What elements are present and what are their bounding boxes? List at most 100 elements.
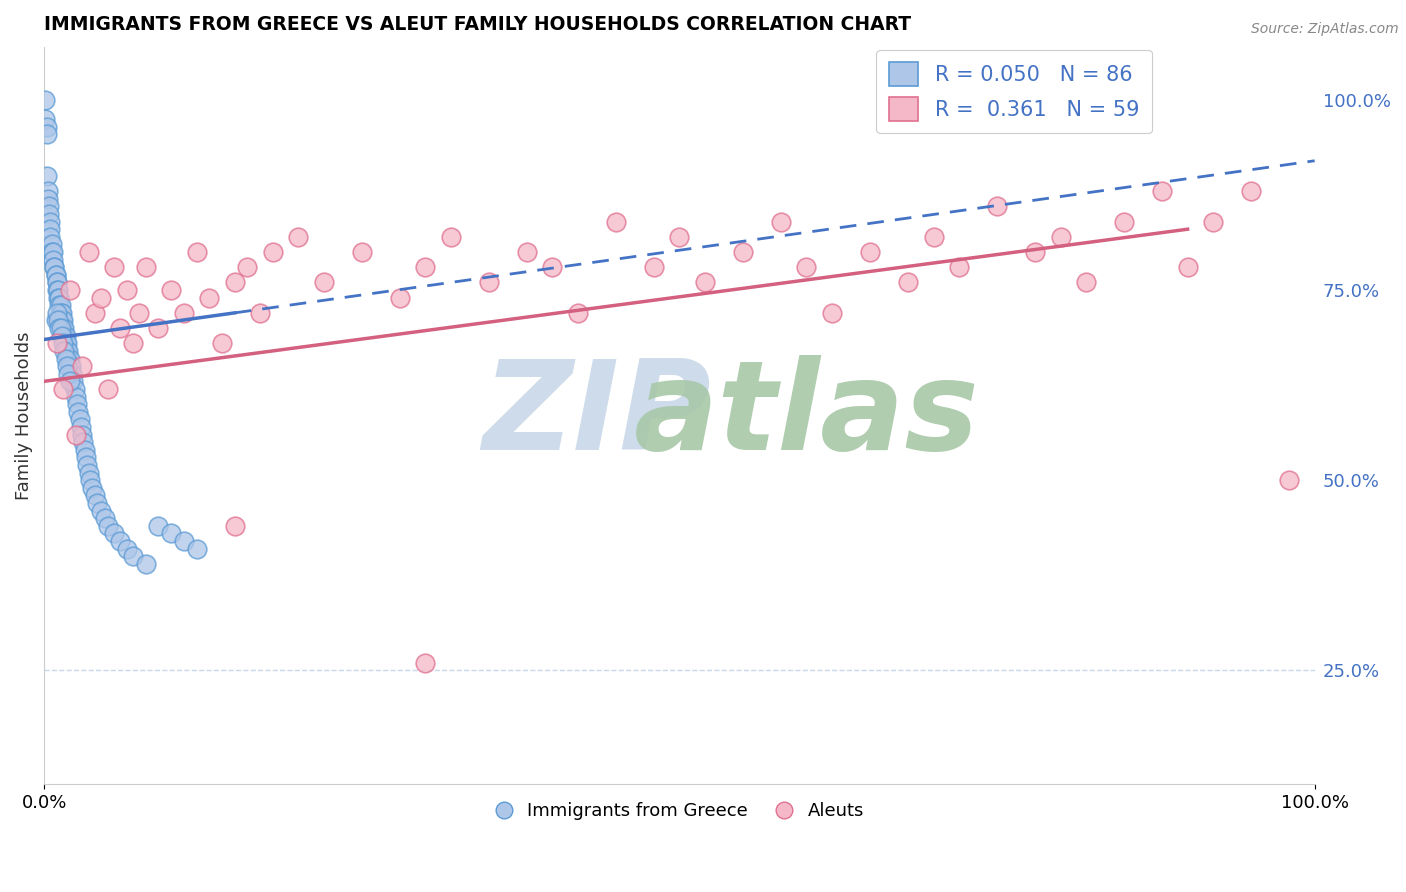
Point <box>39 222 62 236</box>
Point <box>70 427 93 442</box>
Point <box>312 276 335 290</box>
Point <box>388 291 411 305</box>
Point <box>45 276 67 290</box>
Point <box>94 511 117 525</box>
Point <box>48 291 70 305</box>
Point <box>1049 229 1071 244</box>
Point <box>796 260 818 275</box>
Point <box>84 306 107 320</box>
Point <box>60 367 83 381</box>
Point <box>236 260 259 275</box>
Point <box>58 283 80 297</box>
Point <box>52 321 75 335</box>
Point <box>39 214 62 228</box>
Point <box>211 336 233 351</box>
Point <box>58 374 80 388</box>
Point <box>75 450 97 465</box>
Point <box>77 245 100 260</box>
Y-axis label: Family Households: Family Households <box>15 331 32 500</box>
Point <box>51 306 73 320</box>
Point <box>922 229 945 244</box>
Point <box>69 412 91 426</box>
Legend: Immigrants from Greece, Aleuts: Immigrants from Greece, Aleuts <box>488 795 872 827</box>
Point <box>948 260 970 275</box>
Point <box>56 359 79 373</box>
Point <box>58 343 80 358</box>
Point <box>186 245 208 260</box>
Point <box>37 192 59 206</box>
Point <box>49 306 72 320</box>
Point <box>103 526 125 541</box>
Point <box>186 541 208 556</box>
Point <box>44 260 66 275</box>
Point <box>65 427 87 442</box>
Point <box>58 351 80 366</box>
Point <box>82 481 104 495</box>
Point <box>66 397 89 411</box>
Point <box>49 321 72 335</box>
Point <box>86 496 108 510</box>
Point <box>51 313 73 327</box>
Point <box>45 268 67 282</box>
Point <box>90 291 112 305</box>
Point <box>45 268 67 282</box>
Point <box>148 518 170 533</box>
Point <box>46 313 69 327</box>
Point <box>1152 184 1174 198</box>
Point <box>49 298 72 312</box>
Point <box>42 245 65 260</box>
Point <box>516 245 538 260</box>
Point <box>35 127 58 141</box>
Point <box>59 359 82 373</box>
Point <box>45 283 67 297</box>
Point <box>58 367 80 381</box>
Point <box>160 526 183 541</box>
Point <box>56 336 79 351</box>
Point <box>173 534 195 549</box>
Point <box>1240 184 1263 198</box>
Point <box>567 306 589 320</box>
Point <box>1074 276 1097 290</box>
Point <box>72 435 94 450</box>
Point <box>48 321 70 335</box>
Point <box>986 199 1008 213</box>
Point <box>34 112 56 126</box>
Point <box>224 518 246 533</box>
Point <box>52 313 75 327</box>
Point <box>287 229 309 244</box>
Point <box>97 518 120 533</box>
Point <box>605 214 627 228</box>
Point <box>173 306 195 320</box>
Point <box>90 503 112 517</box>
Point <box>39 229 62 244</box>
Point <box>859 245 882 260</box>
Point <box>48 298 70 312</box>
Point <box>35 169 58 183</box>
Point <box>62 374 84 388</box>
Point <box>135 260 157 275</box>
Point <box>541 260 564 275</box>
Point <box>51 328 73 343</box>
Point <box>38 199 60 213</box>
Point <box>731 245 754 260</box>
Point <box>160 283 183 297</box>
Point <box>128 306 150 320</box>
Point <box>110 534 132 549</box>
Point <box>135 557 157 571</box>
Point <box>897 276 920 290</box>
Point <box>73 442 96 457</box>
Point <box>693 276 716 290</box>
Point <box>1024 245 1046 260</box>
Point <box>122 336 145 351</box>
Point <box>65 390 87 404</box>
Point <box>103 260 125 275</box>
Point <box>45 306 67 320</box>
Point <box>643 260 665 275</box>
Point <box>38 207 60 221</box>
Point <box>76 458 98 472</box>
Point <box>41 237 63 252</box>
Point <box>115 283 138 297</box>
Point <box>770 214 793 228</box>
Point <box>413 260 436 275</box>
Point <box>37 184 59 198</box>
